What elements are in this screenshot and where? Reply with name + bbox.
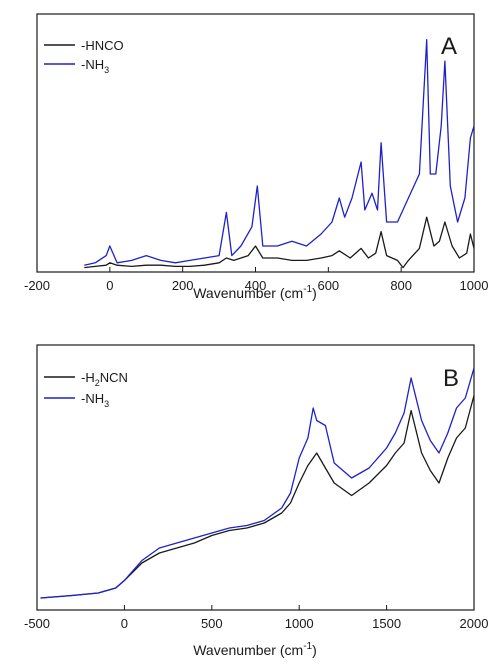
legend-a-label-hnco: -HNCO (81, 38, 124, 53)
x-tick-label-b-4: 1500 (372, 616, 401, 631)
x-tick-label-a-5: 800 (390, 278, 412, 293)
legend-a-label-nh3: -NH3 (81, 57, 109, 75)
panel-b: -500 0 500 1000 1500 2000 -H2NCN -NH3 B Waven… (24, 344, 488, 658)
x-tick-label-a-6: 1000 (460, 278, 489, 293)
x-tick-label-b-3: 1000 (285, 616, 314, 631)
legend-b-label-h2ncn: -H2NCN (81, 370, 128, 388)
panel-b-lines (40, 367, 475, 599)
panel-a-ticks: -200 0 200 400 600 800 1000 (24, 267, 488, 293)
x-tick-label-b-5: 2000 (460, 616, 489, 631)
x-tick-label-a-0: -200 (24, 278, 50, 293)
panel-b-xlabel: Wavenumber (cm-1) (193, 641, 317, 658)
panel-a-letter: A (441, 33, 457, 60)
x-tick-label-b-2: 500 (201, 616, 223, 631)
x-tick-label-a-3: 400 (245, 278, 267, 293)
panel-a-lines (84, 38, 475, 269)
x-tick-label-b-1: 0 (121, 616, 128, 631)
x-tick-label-a-2: 200 (172, 278, 194, 293)
panel-b-letter: B (443, 365, 459, 392)
series-line-b-0 (40, 395, 475, 599)
panel-b-ticks: -500 0 500 1000 1500 2000 (24, 605, 488, 631)
x-tick-label-a-4: 600 (317, 278, 339, 293)
panel-a-xlabel: Wavenumber (cm-1) (193, 284, 317, 301)
panel-b-frame (36, 344, 475, 611)
series-line-a-0 (84, 216, 475, 269)
x-tick-label-b-0: -500 (24, 616, 50, 631)
panel-b-legend: -H2NCN -NH3 (44, 370, 128, 409)
panel-a-legend: -HNCO -NH3 (44, 38, 124, 75)
x-tick-label-a-1: 0 (106, 278, 113, 293)
legend-b-label-nh3: -NH3 (81, 391, 109, 409)
series-line-a-1 (84, 38, 475, 266)
series-line-b-1 (40, 367, 475, 599)
panel-a: -200 0 200 400 600 800 1000 -HNCO -NH3 A Waven… (24, 13, 488, 301)
